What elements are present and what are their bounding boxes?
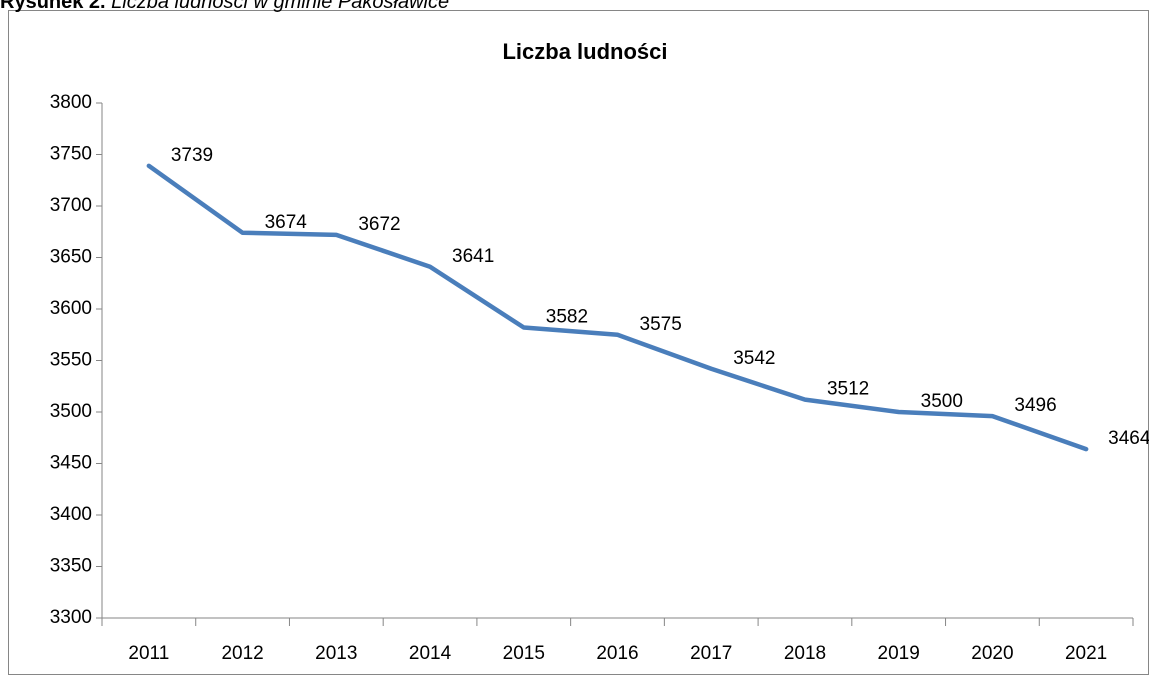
y-tick-label: 3550 bbox=[50, 350, 92, 371]
data-label: 3500 bbox=[921, 391, 963, 412]
y-tick-label: 3500 bbox=[50, 401, 92, 422]
x-tick-label: 2013 bbox=[315, 643, 357, 664]
x-tick-label: 2020 bbox=[971, 643, 1013, 664]
data-label: 3464 bbox=[1108, 428, 1149, 449]
x-tick-label: 2017 bbox=[690, 643, 732, 664]
y-tick-label: 3800 bbox=[50, 92, 92, 113]
data-label: 3496 bbox=[1014, 395, 1056, 416]
data-label: 3739 bbox=[171, 145, 213, 166]
chart-title: Liczba ludności bbox=[502, 39, 667, 64]
x-tick-label: 2019 bbox=[878, 643, 920, 664]
figure-caption: Rysunek 2. Liczba ludności w gminie Pako… bbox=[0, 0, 449, 13]
x-tick-label: 2011 bbox=[128, 643, 169, 664]
y-tick-label: 3400 bbox=[50, 504, 92, 525]
data-label: 3512 bbox=[827, 379, 869, 400]
y-tick-label: 3650 bbox=[50, 247, 92, 268]
data-label: 3641 bbox=[452, 246, 494, 267]
x-tick-label: 2018 bbox=[784, 643, 826, 664]
x-tick-label: 2014 bbox=[409, 643, 452, 664]
y-tick-label: 3750 bbox=[50, 144, 92, 165]
data-line bbox=[146, 163, 1089, 452]
x-tick-label: 2021 bbox=[1065, 643, 1107, 664]
figure-label: Rysunek 2. bbox=[0, 0, 106, 13]
y-tick-label: 3350 bbox=[50, 556, 92, 577]
data-label: 3674 bbox=[265, 212, 308, 233]
y-tick-label: 3450 bbox=[50, 453, 92, 474]
y-tick-label: 3300 bbox=[50, 607, 92, 628]
data-label: 3672 bbox=[358, 214, 400, 235]
data-label: 3582 bbox=[546, 307, 588, 328]
x-tick-label: 2015 bbox=[503, 643, 545, 664]
y-tick-label: 3600 bbox=[50, 298, 92, 319]
figure-caption-text: Liczba ludności w gminie Pakosławice bbox=[111, 0, 449, 13]
x-tick-label: 2012 bbox=[221, 643, 263, 664]
x-tick-label: 2016 bbox=[596, 643, 638, 664]
chart-frame bbox=[8, 10, 1149, 675]
data-label: 3542 bbox=[733, 348, 775, 369]
y-tick-label: 3700 bbox=[50, 195, 92, 216]
data-label: 3575 bbox=[640, 314, 682, 335]
